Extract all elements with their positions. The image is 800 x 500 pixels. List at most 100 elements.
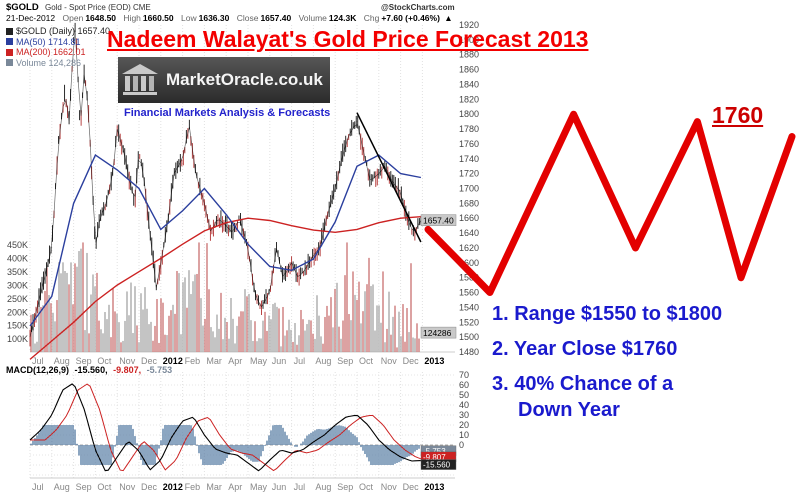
macd-signal-line — [30, 383, 422, 472]
svg-text:Oct: Oct — [97, 482, 112, 492]
macd-hist-value: -5.753 — [146, 365, 173, 375]
temple-columns-icon — [122, 64, 158, 95]
svg-text:Sep: Sep — [337, 356, 353, 366]
svg-text:Sep: Sep — [337, 482, 353, 492]
svg-text:Jul: Jul — [294, 482, 306, 492]
svg-text:Nov: Nov — [119, 356, 136, 366]
svg-text:1657.40: 1657.40 — [423, 216, 454, 226]
svg-text:Apr: Apr — [228, 482, 242, 492]
svg-text:50: 50 — [459, 390, 469, 400]
logo-tagline: Financial Markets Analysis & Forecasts — [124, 107, 331, 119]
close-value: 1657.40 — [260, 13, 292, 23]
svg-text:Oct: Oct — [359, 356, 374, 366]
svg-text:2013: 2013 — [424, 356, 444, 366]
svg-text:1640: 1640 — [459, 228, 479, 238]
svg-text:Mar: Mar — [206, 482, 222, 492]
svg-text:70: 70 — [459, 370, 469, 380]
svg-text:1920: 1920 — [459, 20, 479, 30]
volume-label: Volume — [298, 13, 327, 23]
legend-label: $GOLD (Daily) 1657.40 — [16, 26, 111, 37]
macd-value: -15.560, — [74, 365, 108, 375]
svg-text:1680: 1680 — [459, 198, 479, 208]
forecast-zigzag — [424, 110, 796, 296]
svg-text:1900: 1900 — [459, 35, 479, 45]
svg-text:1660: 1660 — [459, 213, 479, 223]
legend-item: MA(50) 1714.81 — [6, 37, 110, 48]
open-value: 1648.50 — [85, 13, 117, 23]
high-value: 1660.50 — [142, 13, 174, 23]
svg-text:124286: 124286 — [423, 328, 452, 338]
legend-item: $GOLD (Daily) 1657.40 — [6, 26, 110, 37]
svg-text:60: 60 — [459, 380, 469, 390]
forecast-note: Down Year — [518, 399, 620, 421]
volume-axis-labels: 450K 400K 350K 300K 250K 200K 150K 100K — [7, 240, 28, 344]
macd-label: MACD(12,26,9) — [6, 365, 70, 375]
svg-text:20: 20 — [459, 420, 469, 430]
chg-label: Chg — [363, 13, 380, 23]
svg-text:1840: 1840 — [459, 79, 479, 89]
svg-text:Nov: Nov — [381, 356, 398, 366]
instrument-description: Gold - Spot Price (EOD) CME — [44, 3, 151, 12]
svg-text:40: 40 — [459, 400, 469, 410]
svg-text:250K: 250K — [7, 294, 28, 304]
chg-up-arrow-icon: ▲ — [444, 13, 453, 23]
svg-text:1480: 1480 — [459, 347, 479, 357]
low-label: Low — [181, 13, 197, 23]
legend-color-chip — [6, 38, 13, 46]
legend-label: MA(200) 1662.01 — [16, 47, 86, 58]
svg-text:1720: 1720 — [459, 169, 479, 179]
chart-legend: $GOLD (Daily) 1657.40 MA(50) 1714.81 MA(20… — [6, 26, 110, 68]
volume-tag: 124286 — [420, 326, 457, 339]
macd-line — [29, 383, 421, 472]
svg-text:May: May — [250, 482, 268, 492]
svg-text:Jul: Jul — [294, 356, 306, 366]
low-value: 1636.30 — [198, 13, 230, 23]
trendline-annotation — [356, 112, 422, 243]
forecast-note: 3. 40% Chance of a — [492, 373, 674, 395]
svg-text:Feb: Feb — [185, 482, 201, 492]
legend-item: Volume 124,286 — [6, 58, 110, 69]
svg-text:Dec: Dec — [403, 356, 420, 366]
svg-text:2012: 2012 — [163, 482, 183, 492]
svg-text:Sep: Sep — [76, 482, 92, 492]
svg-text:10: 10 — [459, 430, 469, 440]
svg-text:1880: 1880 — [459, 50, 479, 60]
svg-text:1560: 1560 — [459, 288, 479, 298]
svg-text:Aug: Aug — [54, 482, 70, 492]
stockcharts-credit: @StockCharts.com — [381, 3, 455, 12]
volume-bars — [30, 242, 420, 352]
svg-text:Jun: Jun — [272, 482, 287, 492]
forecast-target-price: 1760 — [712, 102, 764, 128]
forecast-title: Nadeem Walayat's Gold Price Forecast 201… — [107, 26, 589, 52]
high-label: High — [123, 13, 141, 23]
quote-line: 21-Dec-2012 Open 1648.50 High 1660.50 Low 1… — [6, 13, 453, 23]
legend-label: MA(50) 1714.81 — [16, 36, 81, 47]
svg-text:0: 0 — [459, 440, 464, 450]
ticker-symbol: $GOLD — [6, 2, 39, 13]
svg-text:1760: 1760 — [459, 139, 479, 149]
legend-label: Volume 124,286 — [16, 57, 82, 68]
svg-text:150K: 150K — [7, 321, 28, 331]
forecast-notes: 1. Range $1550 to $1800 2. Year Close $17… — [492, 303, 722, 434]
chg-value: +7.60 (+0.46%) — [381, 13, 440, 23]
svg-text:1740: 1740 — [459, 154, 479, 164]
macd-value-boxes: -5.753-9.807-15.560 — [420, 445, 457, 470]
svg-text:Feb: Feb — [185, 356, 201, 366]
svg-text:Jul: Jul — [32, 356, 44, 366]
open-label: Open — [62, 13, 84, 23]
svg-text:Sep: Sep — [76, 356, 92, 366]
svg-text:1860: 1860 — [459, 65, 479, 75]
svg-text:May: May — [250, 356, 268, 366]
svg-text:Aug: Aug — [54, 356, 70, 366]
forecast-note: 2. Year Close $1760 — [492, 338, 678, 360]
svg-text:Nov: Nov — [381, 482, 398, 492]
svg-text:1820: 1820 — [459, 94, 479, 104]
svg-text:Jun: Jun — [272, 356, 287, 366]
svg-text:1700: 1700 — [459, 184, 479, 194]
volume-value: 124.3K — [328, 13, 357, 23]
close-label: Close — [236, 13, 259, 23]
svg-text:Mar: Mar — [206, 356, 222, 366]
svg-text:1580: 1580 — [459, 273, 479, 283]
